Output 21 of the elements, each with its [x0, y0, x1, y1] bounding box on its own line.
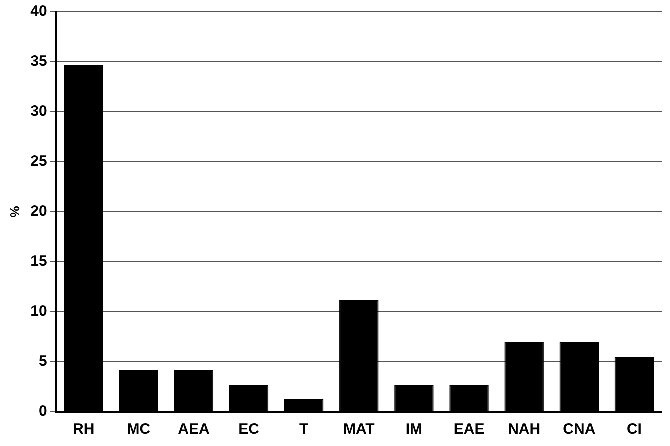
x-tick-label: MAT	[343, 421, 375, 438]
x-tick-label: CI	[626, 421, 642, 438]
y-tick-label: 10	[30, 303, 48, 320]
x-tick-label: EAE	[454, 421, 485, 438]
x-tick-label: IM	[406, 421, 423, 438]
y-tick-label: 5	[38, 353, 48, 370]
x-tick-label: CNA	[563, 421, 596, 438]
x-tick-label: RH	[72, 421, 95, 438]
x-tick-label: MC	[127, 421, 151, 438]
y-tick-label: 25	[30, 153, 48, 170]
y-tick-label: 30	[30, 103, 48, 120]
x-tick-label: EC	[238, 421, 260, 438]
y-axis-title: %	[7, 206, 22, 218]
x-tick-label: NAH	[508, 421, 541, 438]
y-tick-label: 15	[30, 253, 48, 270]
y-tick-label: 35	[30, 53, 48, 70]
y-tick-label: 20	[30, 203, 48, 220]
y-tick-label: 40	[30, 3, 48, 20]
x-tick-label: AEA	[178, 421, 210, 438]
y-tick-label: 0	[38, 403, 48, 420]
x-tick-label: T	[299, 421, 309, 438]
